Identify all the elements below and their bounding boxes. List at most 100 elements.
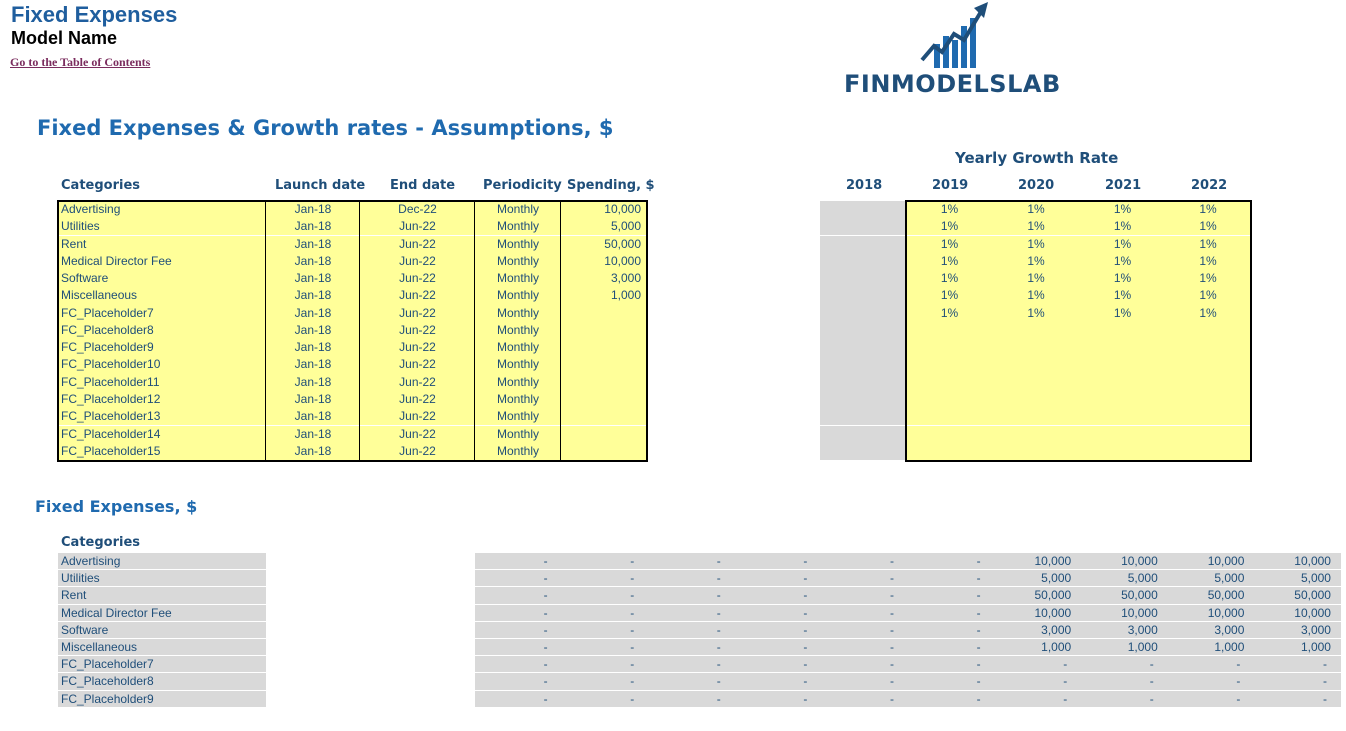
category-cell[interactable]: FC_Placeholder7 bbox=[58, 304, 266, 322]
growth-rate-cell[interactable]: 1% bbox=[992, 235, 1080, 253]
growth-rate-cell[interactable] bbox=[906, 408, 993, 426]
growth-rate-cell[interactable] bbox=[1079, 373, 1166, 391]
category-cell[interactable]: FC_Placeholder9 bbox=[58, 339, 266, 357]
spending-cell[interactable] bbox=[561, 356, 647, 374]
growth-rate-cell[interactable] bbox=[1165, 390, 1251, 409]
launch-date-cell[interactable]: Jan-18 bbox=[266, 252, 360, 270]
launch-date-cell[interactable]: Jan-18 bbox=[266, 390, 360, 409]
growth-rate-cell[interactable] bbox=[906, 339, 993, 357]
growth-rate-cell[interactable]: 1% bbox=[992, 218, 1080, 236]
spending-cell[interactable]: 50,000 bbox=[561, 235, 647, 253]
spending-cell[interactable]: 1,000 bbox=[561, 287, 647, 305]
growth-rate-cell[interactable]: 1% bbox=[1079, 287, 1166, 305]
launch-date-cell[interactable]: Jan-18 bbox=[266, 373, 360, 391]
launch-date-cell[interactable]: Jan-18 bbox=[266, 218, 360, 236]
launch-date-cell[interactable]: Jan-18 bbox=[266, 201, 360, 219]
spending-cell[interactable] bbox=[561, 408, 647, 426]
end-date-cell[interactable]: Jun-22 bbox=[360, 442, 475, 460]
spending-cell[interactable]: 5,000 bbox=[561, 218, 647, 236]
periodicity-cell[interactable]: Monthly bbox=[475, 425, 561, 443]
end-date-cell[interactable]: Jun-22 bbox=[360, 218, 475, 236]
growth-rate-cell[interactable] bbox=[906, 390, 993, 409]
growth-rate-cell[interactable]: 1% bbox=[992, 270, 1080, 288]
category-cell[interactable]: FC_Placeholder13 bbox=[58, 408, 266, 426]
launch-date-cell[interactable]: Jan-18 bbox=[266, 304, 360, 322]
launch-date-cell[interactable]: Jan-18 bbox=[266, 425, 360, 443]
end-date-cell[interactable]: Jun-22 bbox=[360, 390, 475, 409]
spending-cell[interactable] bbox=[561, 339, 647, 357]
category-cell[interactable]: FC_Placeholder11 bbox=[58, 373, 266, 391]
growth-rate-cell[interactable] bbox=[992, 408, 1080, 426]
periodicity-cell[interactable]: Monthly bbox=[475, 201, 561, 219]
periodicity-cell[interactable]: Monthly bbox=[475, 408, 561, 426]
category-cell[interactable]: FC_Placeholder12 bbox=[58, 390, 266, 409]
growth-rate-cell[interactable]: 1% bbox=[1165, 218, 1251, 236]
growth-rate-cell[interactable] bbox=[992, 390, 1080, 409]
periodicity-cell[interactable]: Monthly bbox=[475, 218, 561, 236]
growth-rate-cell[interactable] bbox=[1079, 356, 1166, 374]
growth-rate-cell[interactable] bbox=[992, 339, 1080, 357]
growth-rate-cell[interactable] bbox=[906, 442, 993, 460]
growth-rate-cell[interactable]: 1% bbox=[1165, 270, 1251, 288]
growth-rate-cell[interactable] bbox=[1165, 425, 1251, 443]
launch-date-cell[interactable]: Jan-18 bbox=[266, 321, 360, 340]
growth-rate-cell[interactable]: 1% bbox=[906, 270, 993, 288]
periodicity-cell[interactable]: Monthly bbox=[475, 270, 561, 288]
spending-cell[interactable] bbox=[561, 425, 647, 443]
growth-rate-cell[interactable] bbox=[906, 425, 993, 443]
end-date-cell[interactable]: Jun-22 bbox=[360, 235, 475, 253]
growth-rate-cell[interactable]: 1% bbox=[906, 218, 993, 236]
end-date-cell[interactable]: Jun-22 bbox=[360, 252, 475, 270]
growth-rate-cell[interactable]: 1% bbox=[992, 287, 1080, 305]
growth-rate-cell[interactable] bbox=[1165, 339, 1251, 357]
periodicity-cell[interactable]: Monthly bbox=[475, 304, 561, 322]
growth-rate-cell[interactable]: 1% bbox=[1079, 252, 1166, 270]
spending-cell[interactable] bbox=[561, 390, 647, 409]
growth-rate-cell[interactable]: 1% bbox=[906, 201, 993, 219]
launch-date-cell[interactable]: Jan-18 bbox=[266, 287, 360, 305]
periodicity-cell[interactable]: Monthly bbox=[475, 287, 561, 305]
end-date-cell[interactable]: Jun-22 bbox=[360, 339, 475, 357]
spending-cell[interactable]: 3,000 bbox=[561, 270, 647, 288]
category-cell[interactable]: Utilities bbox=[58, 218, 266, 236]
launch-date-cell[interactable]: Jan-18 bbox=[266, 235, 360, 253]
growth-rate-cell[interactable]: 1% bbox=[906, 304, 993, 322]
category-cell[interactable]: FC_Placeholder14 bbox=[58, 425, 266, 443]
launch-date-cell[interactable]: Jan-18 bbox=[266, 356, 360, 374]
growth-rate-cell[interactable] bbox=[906, 373, 993, 391]
spending-cell[interactable]: 10,000 bbox=[561, 252, 647, 270]
growth-rate-cell[interactable] bbox=[906, 356, 993, 374]
growth-rate-cell[interactable]: 1% bbox=[906, 287, 993, 305]
category-cell[interactable]: FC_Placeholder8 bbox=[58, 321, 266, 340]
growth-rate-cell[interactable] bbox=[1165, 356, 1251, 374]
spending-cell[interactable] bbox=[561, 304, 647, 322]
growth-rate-cell[interactable] bbox=[1079, 425, 1166, 443]
growth-rate-cell[interactable] bbox=[1079, 390, 1166, 409]
growth-rate-cell[interactable]: 1% bbox=[1079, 235, 1166, 253]
end-date-cell[interactable]: Jun-22 bbox=[360, 356, 475, 374]
growth-rate-cell[interactable] bbox=[992, 373, 1080, 391]
spending-cell[interactable]: 10,000 bbox=[561, 201, 647, 219]
growth-rate-cell[interactable]: 1% bbox=[992, 304, 1080, 322]
growth-rate-cell[interactable] bbox=[1165, 408, 1251, 426]
spending-cell[interactable] bbox=[561, 321, 647, 340]
periodicity-cell[interactable]: Monthly bbox=[475, 235, 561, 253]
category-cell[interactable]: FC_Placeholder10 bbox=[58, 356, 266, 374]
end-date-cell[interactable]: Jun-22 bbox=[360, 270, 475, 288]
periodicity-cell[interactable]: Monthly bbox=[475, 252, 561, 270]
growth-rate-cell[interactable]: 1% bbox=[992, 252, 1080, 270]
periodicity-cell[interactable]: Monthly bbox=[475, 442, 561, 460]
growth-rate-cell[interactable]: 1% bbox=[992, 201, 1080, 219]
growth-rate-cell[interactable] bbox=[1079, 442, 1166, 460]
growth-rate-cell[interactable]: 1% bbox=[1165, 252, 1251, 270]
periodicity-cell[interactable]: Monthly bbox=[475, 390, 561, 409]
spending-cell[interactable] bbox=[561, 442, 647, 460]
end-date-cell[interactable]: Jun-22 bbox=[360, 408, 475, 426]
growth-rate-cell[interactable] bbox=[1079, 339, 1166, 357]
end-date-cell[interactable]: Jun-22 bbox=[360, 287, 475, 305]
launch-date-cell[interactable]: Jan-18 bbox=[266, 270, 360, 288]
end-date-cell[interactable]: Jun-22 bbox=[360, 304, 475, 322]
periodicity-cell[interactable]: Monthly bbox=[475, 339, 561, 357]
growth-rate-cell[interactable]: 1% bbox=[1079, 270, 1166, 288]
growth-rate-cell[interactable] bbox=[1079, 321, 1166, 340]
